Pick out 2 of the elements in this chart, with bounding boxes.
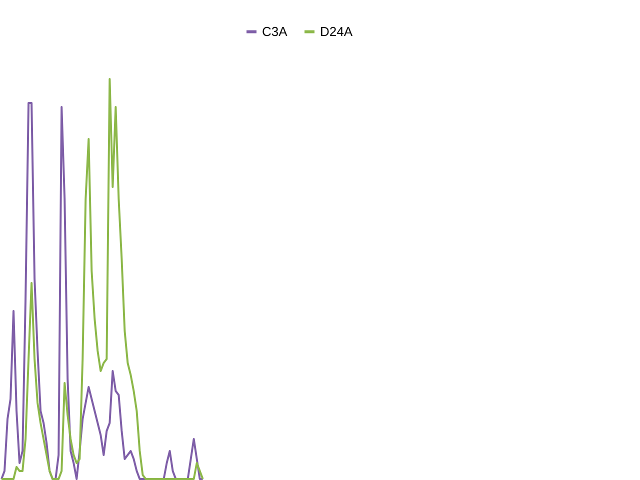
legend-label: D24A	[320, 24, 353, 39]
legend-label: C3A	[262, 24, 288, 39]
